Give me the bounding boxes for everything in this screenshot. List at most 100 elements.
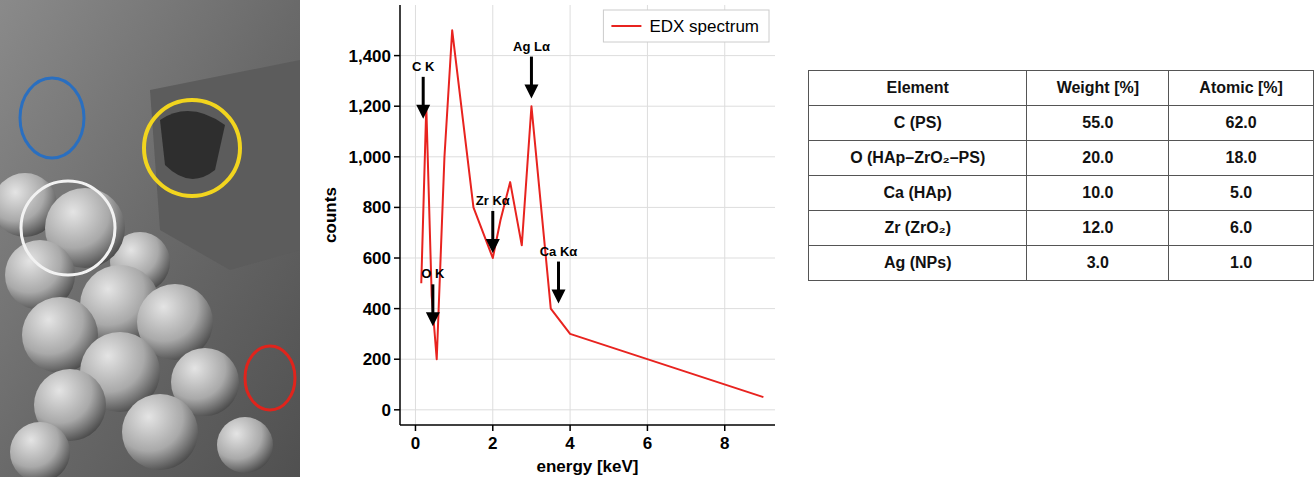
grid-line [570, 5, 571, 425]
grid-line [400, 409, 775, 410]
table-cell: Ag (NPs) [809, 246, 1027, 281]
y-tick [394, 409, 400, 411]
y-tick-label: 800 [363, 198, 391, 217]
x-axis-title: energy [keV] [536, 457, 638, 476]
table-cell: 20.0 [1027, 141, 1169, 176]
table-cell: 1.0 [1169, 246, 1314, 281]
y-tick [394, 55, 400, 57]
canvas: 0 2 4 6 8 0 200 400 600 800 1,000 1,200 1,400 energy … [0, 0, 1314, 477]
sem-sphere [122, 394, 198, 470]
y-tick [394, 257, 400, 259]
header-cell: Element [809, 71, 1027, 106]
y-tick-label: 0 [382, 401, 391, 420]
table-cell: 18.0 [1169, 141, 1314, 176]
sem-sphere [10, 422, 70, 477]
table-cell: 12.0 [1027, 211, 1169, 246]
x-tick-label: 6 [643, 434, 652, 453]
grid-line [400, 156, 775, 157]
y-tick [394, 156, 400, 158]
plot-marks [421, 30, 763, 397]
x-tick-label: 4 [565, 434, 575, 453]
grid-line [400, 359, 775, 360]
table-cell: O (HAp–ZrO₂–PS) [809, 141, 1027, 176]
y-tick [394, 308, 400, 310]
grid-line [647, 5, 648, 425]
x-axis [400, 424, 775, 426]
annotation-arrowhead [486, 239, 500, 253]
annotation-arrow [557, 262, 560, 292]
y-axis-title: counts [321, 187, 340, 243]
y-tick [394, 105, 400, 107]
y-tick-label: 1,400 [348, 47, 391, 66]
annotation-label: Ag Lα [513, 39, 550, 54]
sem-sphere [217, 417, 273, 473]
white-circle [21, 181, 115, 275]
table-cell: C (PS) [809, 106, 1027, 141]
x-tick [492, 425, 494, 431]
sem-image [0, 0, 300, 477]
table-cell: 6.0 [1169, 211, 1314, 246]
x-tick-label: 0 [411, 434, 420, 453]
grid-line [400, 258, 775, 259]
x-tick-label: 8 [720, 434, 729, 453]
blue-circle [20, 78, 84, 158]
annotation-label: Zr Kα [476, 193, 510, 208]
annotation-arrowhead [416, 105, 430, 119]
grid-line [400, 106, 775, 107]
figure: 0 2 4 6 8 0 200 400 600 800 1,000 1,200 1,400 energy … [0, 0, 1314, 477]
annotation-arrow [530, 57, 533, 87]
edx-chart: 0 2 4 6 8 0 200 400 600 800 1,000 1,200 1,400 energy … [321, 5, 775, 476]
table-cell: 62.0 [1169, 106, 1314, 141]
annotations: C K O K Zr Kα Ag Lα Ca Kα [412, 39, 577, 327]
table-cell: 55.0 [1027, 106, 1169, 141]
header-cell: Weight [%] [1027, 71, 1169, 106]
grid-line [400, 308, 775, 309]
annotation-arrow [491, 211, 494, 241]
annotation-arrow [422, 77, 425, 107]
x-tick-label: 2 [488, 434, 497, 453]
x-tick [724, 425, 726, 431]
annotation-arrowhead [524, 85, 538, 99]
table-row: O (HAp–ZrO₂–PS)20.018.0 [809, 141, 1314, 176]
legend-label: EDX spectrum [649, 17, 759, 36]
table-cell: 5.0 [1169, 176, 1314, 211]
y-axis [399, 5, 401, 425]
red-circle [245, 346, 295, 410]
y-tick [394, 358, 400, 360]
table-row: C (PS)55.062.0 [809, 106, 1314, 141]
y-tick-label: 600 [363, 249, 391, 268]
sem-background [0, 0, 300, 477]
annotation-label: Ca Kα [540, 244, 578, 259]
header-row: ElementWeight [%]Atomic [%] [809, 71, 1314, 106]
y-tick-label: 1,200 [348, 97, 391, 116]
grid-line [724, 5, 725, 425]
x-tick [647, 425, 649, 431]
annotation-label: C K [412, 59, 435, 74]
annotation-arrowhead [426, 312, 440, 326]
legend-swatch [611, 25, 641, 27]
x-tick [569, 425, 571, 431]
grid-line [400, 207, 775, 208]
table-row: Ag (NPs)3.01.0 [809, 246, 1314, 281]
annotation-label: O K [421, 266, 445, 281]
legend: EDX spectrum [603, 10, 769, 42]
table-cell: Zr (ZrO₂) [809, 211, 1027, 246]
header-cell: Atomic [%] [1169, 71, 1314, 106]
y-tick-label: 200 [363, 350, 391, 369]
annotation-arrow [431, 284, 434, 314]
y-tick-label: 1,000 [348, 148, 391, 167]
table-row: Zr (ZrO₂)12.06.0 [809, 211, 1314, 246]
annotation-arrowhead [552, 290, 566, 304]
grid-line [492, 5, 493, 425]
table-cell: Ca (HAp) [809, 176, 1027, 211]
sem-pore [160, 111, 225, 179]
x-tick [415, 425, 417, 431]
table-cell: 10.0 [1027, 176, 1169, 211]
yellow-circle [144, 100, 240, 196]
legend-box [603, 10, 769, 42]
table-row: Ca (HAp)10.05.0 [809, 176, 1314, 211]
composition-table: ElementWeight [%]Atomic [%]C (PS)55.062.… [808, 70, 1314, 281]
y-tick-label: 400 [363, 300, 391, 319]
sem-surface [150, 60, 300, 270]
y-tick [394, 207, 400, 209]
